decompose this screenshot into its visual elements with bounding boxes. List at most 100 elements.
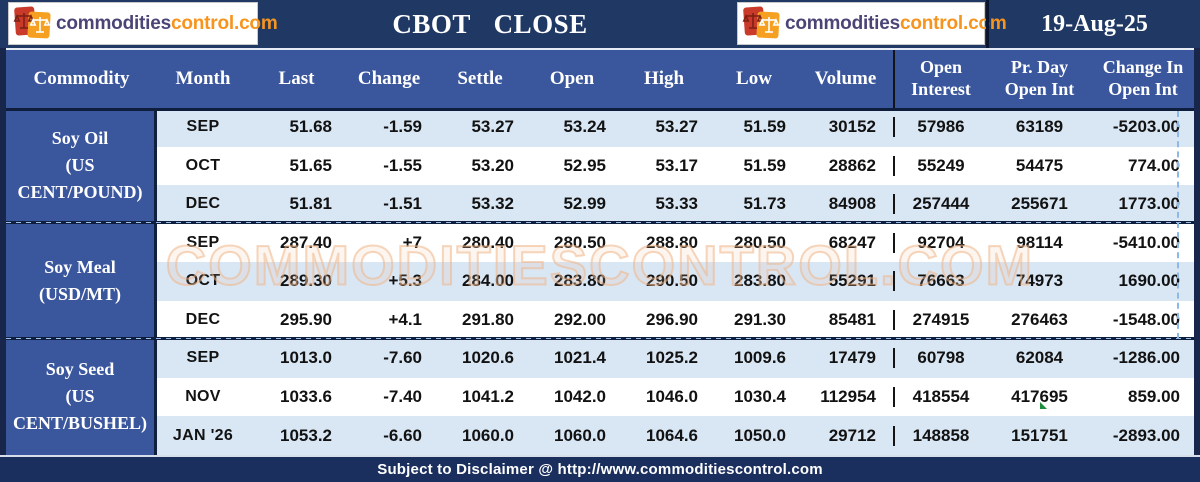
cell-change: +7: [402, 232, 422, 252]
cell-high: 296.90: [646, 309, 698, 329]
cell-prev-day-open-int: 62084: [1015, 348, 1064, 368]
cell-month: NOV: [185, 387, 221, 405]
cell-settle: 284.00: [462, 271, 514, 291]
balance-scales-icon: [742, 6, 780, 38]
group-rows: SEP 1013.0 -7.60 1020.6 1021.4 1025.2 10…: [157, 339, 1194, 455]
cell-change-in-open-int: 1690.00: [1118, 271, 1180, 291]
cell-change: +4.1: [388, 309, 422, 329]
commodity-group-soy-oil: Soy Oil (US CENT/POUND) SEP 51.68 -1.59 …: [6, 108, 1194, 224]
cell-change: -7.60: [383, 348, 422, 368]
cell-open: 283.80: [554, 271, 606, 291]
cell-open-interest: 148858: [893, 425, 987, 446]
table-row: SEP 287.40 +7 280.40 280.50 288.80 280.5…: [157, 223, 1194, 263]
commoditiescontrol-logo-right[interactable]: commoditiescontrol.com: [737, 2, 1007, 45]
table-header-row: Commodity Month Last Change Settle Open …: [6, 48, 1194, 108]
cell-change-in-open-int: 1773.00: [1118, 194, 1180, 214]
cell-volume: 112954: [820, 386, 876, 406]
header-open: Open: [549, 67, 595, 89]
cell-low: 1050.0: [734, 425, 786, 445]
header-line: Pr. Day: [1010, 57, 1069, 78]
cell-open-interest: 92704: [893, 232, 987, 253]
cell-high: 53.33: [655, 194, 698, 214]
header-prev-day-open-int: Pr. Day Open Int: [987, 50, 1092, 108]
cell-open: 1060.0: [554, 425, 606, 445]
cell-high: 1064.6: [646, 425, 698, 445]
cell-change: -1.59: [383, 117, 422, 137]
group-rows: SEP 287.40 +7 280.40 280.50 288.80 280.5…: [157, 223, 1194, 340]
table-row: DEC 51.81 -1.51 53.32 52.99 53.33 51.73 …: [157, 185, 1194, 224]
cell-open: 280.50: [554, 232, 606, 252]
cell-open-interest: 257444: [893, 194, 987, 215]
cell-last: 51.81: [289, 194, 332, 214]
cell-low: 51.59: [743, 155, 786, 175]
commoditiescontrol-logo[interactable]: commoditiescontrol.com: [8, 2, 278, 45]
cell-low: 283.80: [734, 271, 786, 291]
logo-text: commoditiescontrol.com: [785, 13, 1007, 35]
cell-change-in-open-int: -5203.00: [1112, 117, 1180, 137]
cell-high: 53.17: [655, 155, 698, 175]
cell-settle: 53.32: [471, 194, 514, 214]
commodity-label-line: (US: [65, 386, 95, 407]
cell-open-interest: 60798: [893, 348, 987, 369]
cell-volume: 68247: [828, 232, 876, 252]
cell-open: 52.95: [563, 155, 606, 175]
table-row: SEP 51.68 -1.59 53.27 53.24 53.27 51.59 …: [157, 108, 1194, 147]
cell-open: 1021.4: [554, 348, 606, 368]
table-top-border: [6, 108, 1194, 111]
logo-text-control: control.com: [900, 12, 1007, 34]
cell-high: 290.50: [646, 271, 698, 291]
table-row: OCT 51.65 -1.55 53.20 52.95 53.17 51.59 …: [157, 146, 1194, 186]
group-separator: [6, 221, 1194, 224]
cell-last: 295.90: [280, 309, 332, 329]
green-tick-icon: [1040, 402, 1047, 409]
cell-prev-day-open-int: 151751: [1011, 425, 1068, 445]
cell-open-interest: 76663: [893, 271, 987, 292]
disclaimer-link[interactable]: Subject to Disclaimer @ http://www.commo…: [377, 461, 823, 478]
logo-text-control: control.com: [171, 12, 278, 34]
commodity-label-line: (USD/MT): [39, 284, 121, 305]
cell-last: 289.30: [280, 271, 332, 291]
cell-month: OCT: [185, 272, 221, 290]
cell-change: -1.51: [383, 194, 422, 214]
cell-settle: 53.20: [471, 155, 514, 175]
cell-volume: 29712: [828, 425, 876, 445]
cell-prev-day-open-int: 74973: [1015, 271, 1064, 291]
balance-scales-icon: [13, 6, 51, 38]
table-row: OCT 289.30 +5.3 284.00 283.80 290.50 283…: [157, 262, 1194, 301]
table-body: Soy Oil (US CENT/POUND) SEP 51.68 -1.59 …: [6, 108, 1194, 455]
commodity-label-soy-seed: Soy Seed (US CENT/BUSHEL): [6, 339, 157, 455]
group-separator: [6, 337, 1194, 340]
cell-prev-day-open-int: 276463: [1011, 309, 1068, 329]
cell-settle: 1020.6: [462, 348, 514, 368]
cell-volume: 84908: [828, 194, 876, 214]
commodity-label-line: (US: [65, 155, 95, 176]
cell-month: SEP: [186, 118, 220, 136]
header-settle: Settle: [457, 67, 503, 89]
cell-settle: 291.80: [462, 309, 514, 329]
header-volume: Volume: [814, 67, 877, 89]
cell-high: 1046.0: [646, 386, 698, 406]
divider: [986, 0, 989, 48]
cell-prev-day-open-int: 54475: [1015, 155, 1064, 175]
page-title: CBOT CLOSE: [392, 8, 588, 39]
cell-last: 1033.6: [280, 386, 332, 406]
cell-month: SEP: [186, 349, 220, 367]
cell-low: 1009.6: [734, 348, 786, 368]
logo-text-commodities: commodities: [56, 12, 171, 34]
cell-open: 53.24: [563, 117, 606, 137]
cell-low: 291.30: [734, 309, 786, 329]
cell-change: -1.55: [383, 155, 422, 175]
cell-change-in-open-int: -2893.00: [1112, 425, 1180, 445]
header-line: Open Int: [1004, 79, 1075, 99]
cell-last: 51.65: [289, 155, 332, 175]
cell-month: JAN '26: [172, 426, 234, 444]
cell-open-interest: 57986: [893, 117, 987, 138]
header-line: Open Int: [1108, 79, 1178, 99]
header-low: Low: [736, 67, 772, 89]
commodity-label-line: Soy Oil: [51, 128, 109, 149]
cell-change: +5.3: [388, 271, 422, 291]
group-rows: SEP 51.68 -1.59 53.27 53.24 53.27 51.59 …: [157, 108, 1194, 224]
cell-open: 1042.0: [554, 386, 606, 406]
header-line: Interest: [911, 79, 971, 99]
cell-high: 288.80: [646, 232, 698, 252]
